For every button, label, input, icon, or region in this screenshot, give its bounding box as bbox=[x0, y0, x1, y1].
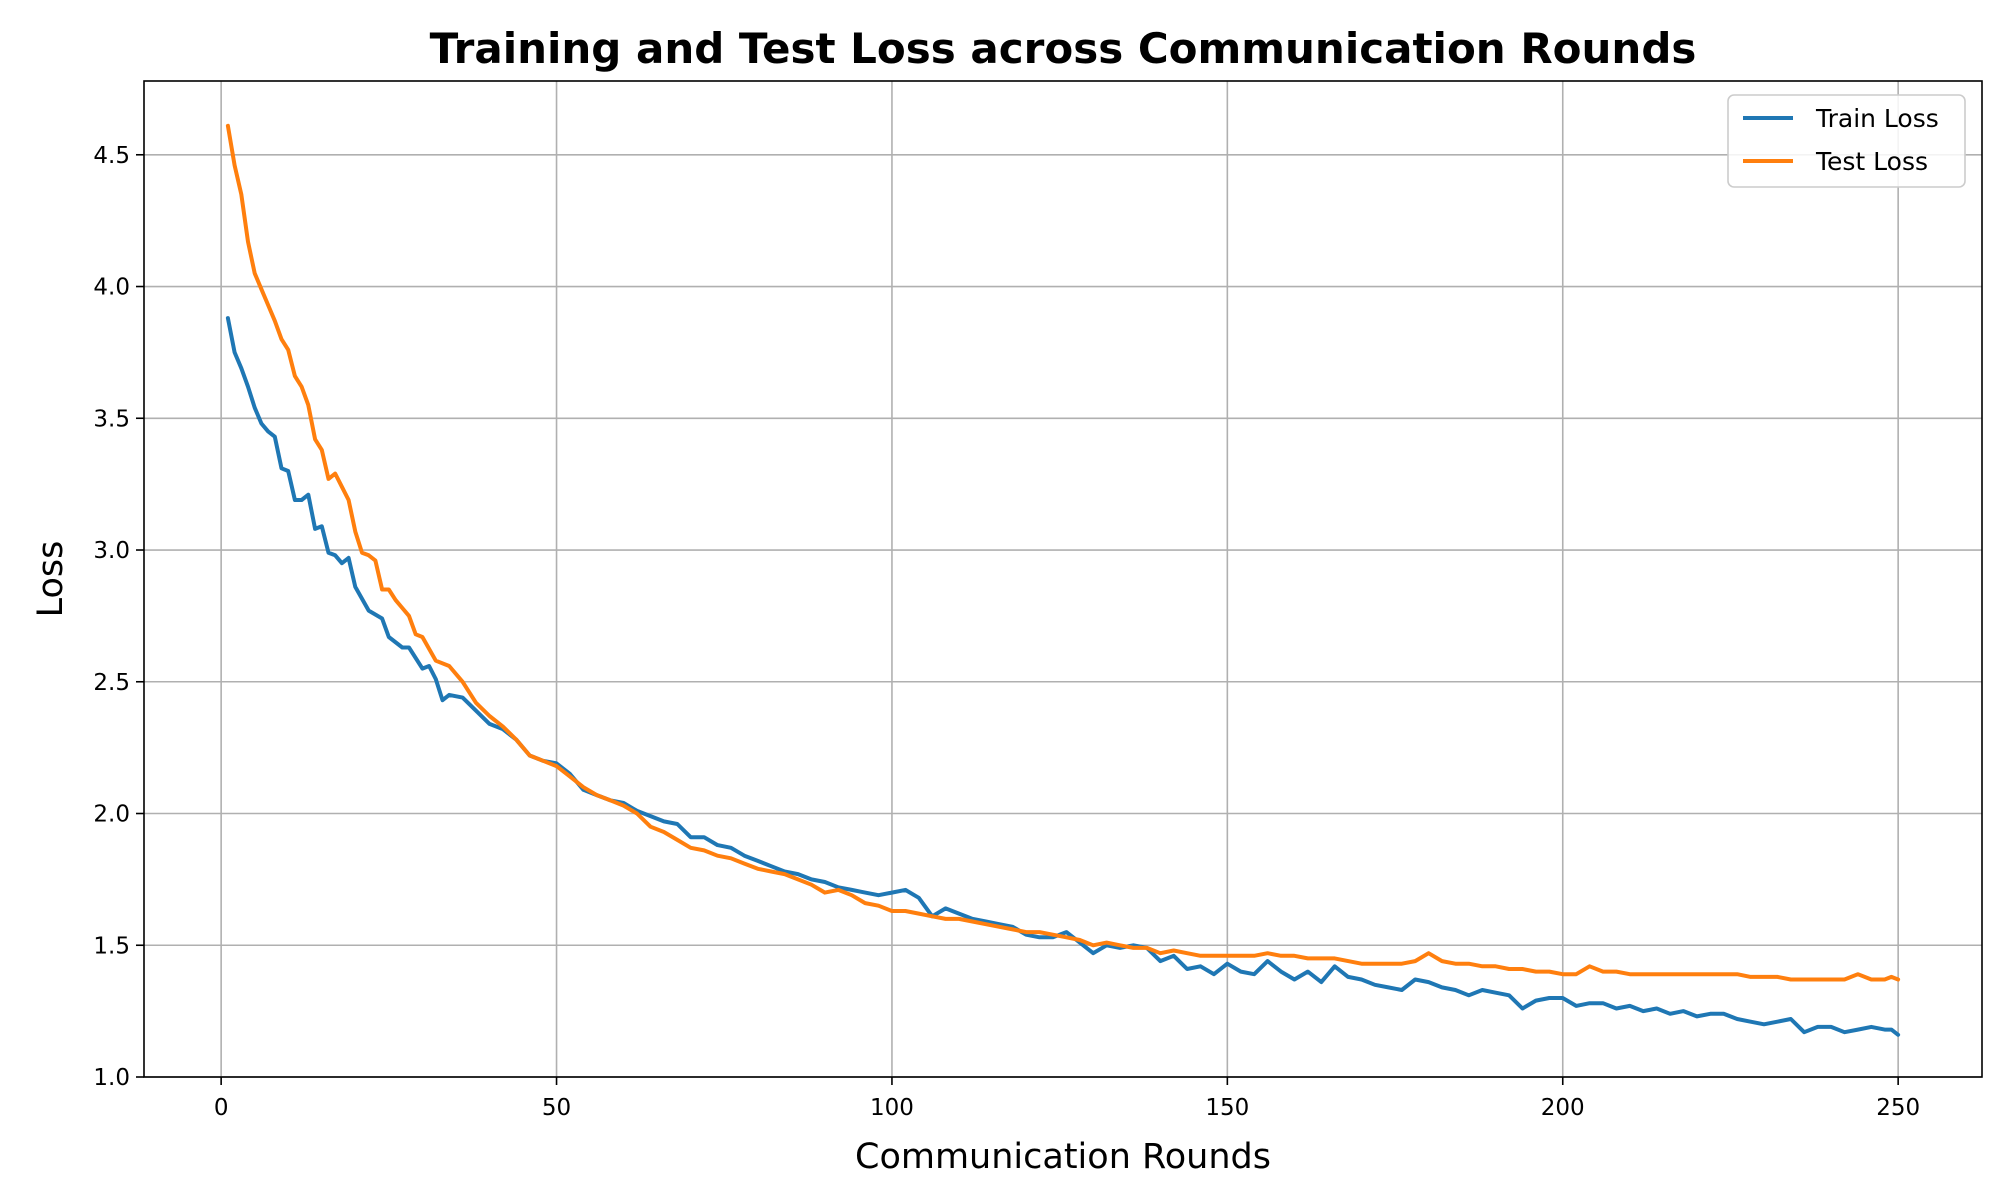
y-tick-label: 4.5 bbox=[93, 143, 130, 169]
series-line-test-loss bbox=[225, 123, 1901, 982]
y-tick-label: 2.0 bbox=[93, 802, 130, 828]
x-tick-label: 0 bbox=[214, 1095, 229, 1121]
x-tick-label: 100 bbox=[870, 1095, 914, 1121]
axis-ticks: 0 50 100 150 200 250 1.0 1.5 2.0 2.5 3.0 3.5 4.0 4.5 bbox=[93, 143, 1920, 1121]
y-tick-label: 1.5 bbox=[93, 933, 130, 959]
y-tick-label: 3.0 bbox=[93, 538, 130, 564]
series-layer bbox=[225, 123, 1901, 1037]
x-axis-label: Communication Rounds bbox=[855, 1137, 1271, 1177]
y-tick-label: 1.0 bbox=[93, 1065, 130, 1091]
y-tick-label: 2.5 bbox=[93, 670, 130, 696]
y-tick-label: 4.0 bbox=[93, 275, 130, 301]
grid-lines bbox=[144, 81, 1982, 1078]
x-tick-label: 150 bbox=[1205, 1095, 1249, 1121]
x-tick-label: 200 bbox=[1541, 1095, 1585, 1121]
legend: Train Loss Test Loss bbox=[1727, 94, 1966, 188]
series-line-train-loss bbox=[225, 316, 1901, 1037]
x-tick-label: 250 bbox=[1876, 1095, 1920, 1121]
y-tick-label: 3.5 bbox=[93, 406, 130, 432]
chart-title: Training and Test Loss across Communicat… bbox=[430, 24, 1697, 73]
x-tick-label: 50 bbox=[542, 1095, 571, 1121]
legend-label-train-loss: Train Loss bbox=[1815, 104, 1939, 133]
y-axis-label: Loss bbox=[31, 541, 71, 618]
plot-frame bbox=[143, 80, 1983, 1078]
legend-label-test-loss: Test Loss bbox=[1815, 147, 1928, 176]
